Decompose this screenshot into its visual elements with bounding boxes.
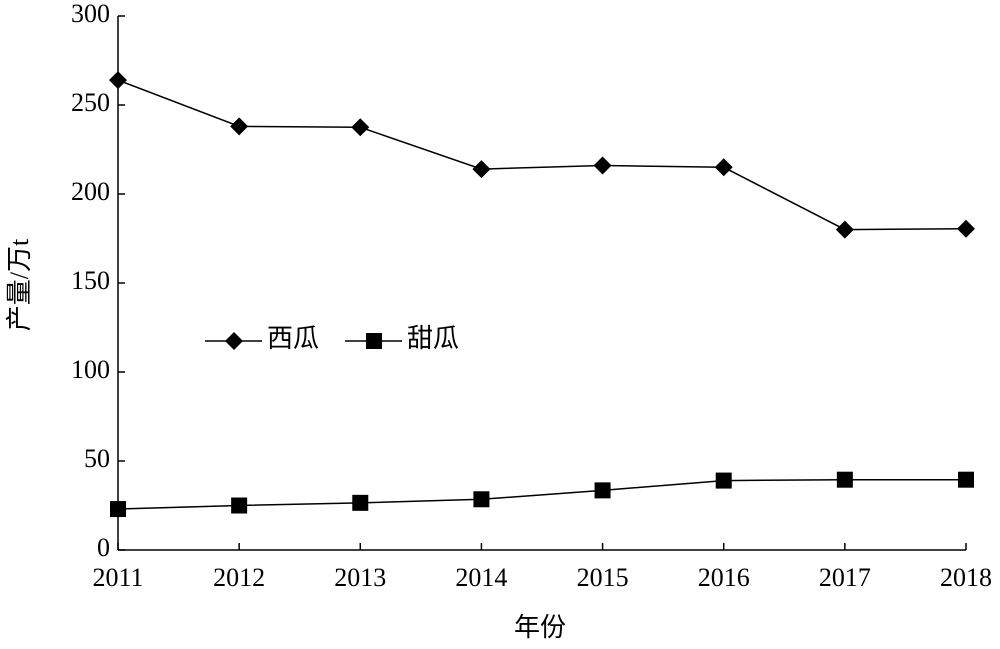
y-tick-label: 100 (71, 355, 110, 384)
legend-marker (225, 332, 243, 350)
y-tick-label: 0 (97, 533, 110, 562)
x-tick-label: 2013 (334, 563, 386, 592)
x-tick-label: 2017 (819, 563, 871, 592)
data-point (109, 71, 127, 90)
data-point (230, 117, 249, 136)
series-line (117, 79, 967, 231)
y-tick-label: 300 (71, 0, 110, 28)
legend-label: 甜瓜 (407, 324, 459, 353)
series-line (117, 478, 966, 510)
data-point (110, 501, 126, 518)
legend-label: 西瓜 (267, 324, 319, 353)
x-tick-label: 2014 (455, 563, 507, 592)
data-point (836, 471, 853, 488)
data-point (594, 482, 611, 499)
x-tick-label: 2015 (577, 563, 629, 592)
legend-marker (366, 333, 382, 349)
y-axis-title: 产量/万t (5, 238, 34, 331)
data-point (958, 471, 974, 488)
data-point (714, 158, 733, 177)
x-tick-label: 2018 (940, 563, 992, 592)
data-point (472, 160, 491, 179)
data-point (351, 118, 370, 137)
data-point (231, 497, 248, 514)
data-point (715, 472, 732, 489)
x-tick-label: 2012 (213, 563, 265, 592)
data-point (835, 220, 854, 239)
x-tick-label: 2011 (92, 563, 143, 592)
y-tick-label: 50 (84, 444, 110, 473)
data-point (593, 156, 612, 175)
y-tick-label: 200 (71, 177, 110, 206)
data-point (473, 491, 490, 508)
y-tick-label: 150 (71, 266, 110, 295)
x-axis-title: 年份 (514, 613, 566, 642)
y-tick-label: 250 (71, 88, 110, 117)
x-tick-label: 2016 (698, 563, 750, 592)
data-point (352, 494, 369, 511)
data-point (957, 219, 975, 238)
